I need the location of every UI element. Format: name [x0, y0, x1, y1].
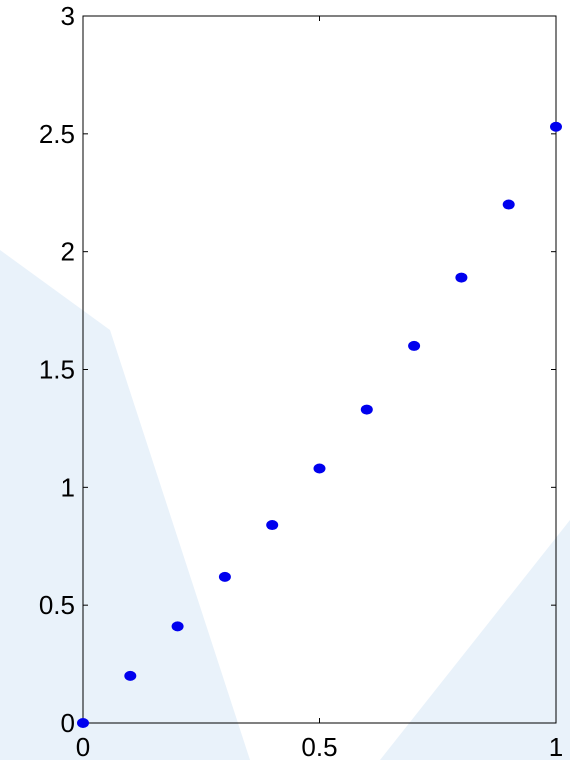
data-point	[550, 121, 562, 132]
data-point	[124, 670, 137, 681]
data-point	[218, 571, 231, 582]
data-point	[455, 272, 468, 283]
data-points	[77, 121, 562, 728]
x-tick-label: 0.5	[301, 732, 337, 760]
y-tick-label: 2.5	[39, 119, 75, 149]
data-point	[266, 520, 279, 531]
x-axis: 0 0.5 1	[76, 16, 563, 760]
data-point	[171, 621, 184, 632]
data-point	[502, 199, 515, 210]
y-tick-label: 0.5	[39, 590, 75, 620]
y-tick-label: 3	[61, 1, 75, 31]
y-tick-label: 0	[61, 708, 75, 738]
x-tick-label: 0	[76, 732, 90, 760]
data-point	[77, 718, 89, 728]
y-tick-label: 1	[61, 472, 75, 502]
x-tick-label: 1	[549, 732, 563, 760]
y-axis: 0 0.5 1 1.5 2 2.5 3	[39, 1, 556, 738]
background-watermark	[0, 250, 570, 760]
data-point	[360, 404, 373, 415]
data-point	[313, 463, 326, 474]
y-tick-label: 2	[61, 237, 75, 267]
data-point	[408, 340, 421, 351]
y-tick-label: 1.5	[39, 355, 75, 385]
